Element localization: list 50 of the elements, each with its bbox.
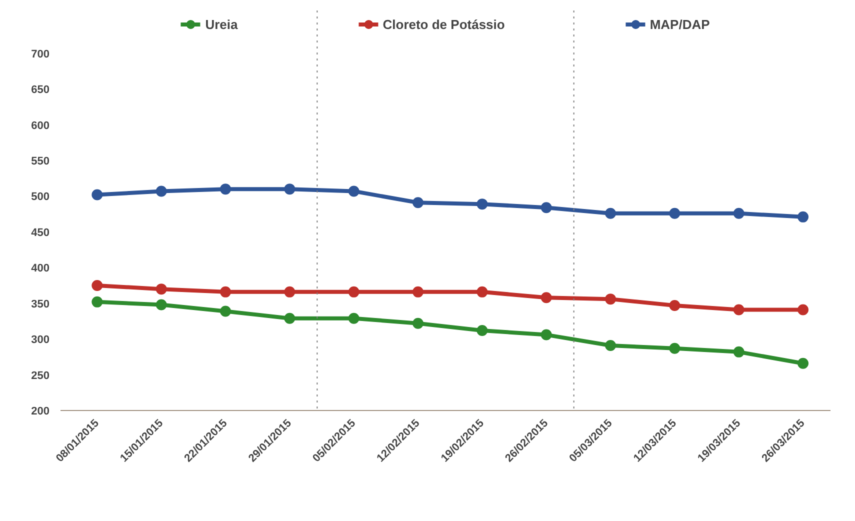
point — [412, 286, 424, 298]
y-tick-label: 600 — [31, 120, 50, 132]
point — [284, 286, 296, 298]
point — [156, 284, 167, 295]
point — [92, 189, 103, 200]
point — [669, 342, 680, 354]
y-tick-label: 300 — [31, 334, 50, 346]
legend-label: Cloreto de Potássio — [382, 16, 505, 32]
point — [733, 208, 744, 219]
point — [220, 286, 231, 298]
point — [540, 292, 552, 304]
point — [348, 186, 360, 197]
point — [92, 280, 103, 291]
point — [156, 186, 167, 197]
point — [733, 304, 744, 316]
y-tick-label: 650 — [31, 84, 50, 96]
point — [540, 202, 552, 214]
point — [412, 318, 424, 329]
point — [605, 340, 616, 351]
point — [220, 306, 231, 317]
point — [540, 329, 552, 340]
point — [476, 198, 488, 210]
y-tick-label: 200 — [31, 406, 50, 418]
point — [798, 304, 808, 316]
y-tick-label: 500 — [31, 191, 50, 204]
point — [348, 286, 360, 298]
y-tick-label: 700 — [31, 48, 50, 60]
point — [798, 211, 808, 222]
y-tick-label: 350 — [31, 298, 50, 310]
point — [476, 286, 488, 298]
point — [284, 312, 296, 324]
point — [798, 358, 808, 369]
point — [156, 299, 167, 310]
point — [669, 300, 680, 311]
legend-label: Ureia — [205, 16, 238, 32]
point — [733, 346, 744, 358]
point — [284, 184, 296, 195]
y-tick-label: 550 — [31, 156, 50, 168]
point — [412, 197, 424, 208]
point — [605, 294, 616, 305]
point — [605, 208, 616, 219]
y-tick-label: 400 — [31, 262, 50, 275]
point — [669, 208, 680, 219]
legend-label: MAP/DAP — [650, 16, 710, 32]
y-tick-label: 250 — [31, 370, 50, 382]
point — [348, 312, 360, 324]
point — [92, 296, 103, 308]
point — [220, 184, 231, 195]
point — [476, 325, 488, 336]
y-tick-label: 450 — [31, 226, 50, 239]
